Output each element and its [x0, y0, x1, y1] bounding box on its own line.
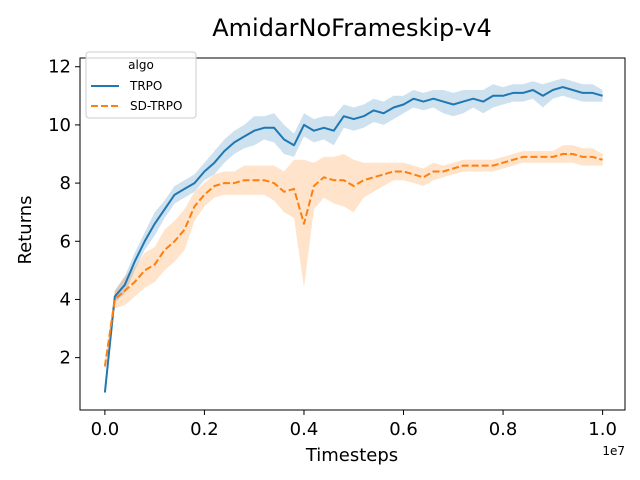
- y-tick-label: 8: [60, 173, 71, 194]
- legend-title: algo: [128, 58, 154, 72]
- plot-frame: [79, 57, 626, 411]
- x-tick-label: 0.6: [389, 419, 418, 440]
- x-tick-label: 0.4: [290, 419, 319, 440]
- series-line-trpo: [103, 86, 603, 393]
- y-axis-ticks: 2 4 6 8 10 12: [48, 57, 80, 369]
- y-tick-label: 12: [48, 57, 71, 78]
- x-tick-label: 1.0: [588, 419, 617, 440]
- y-tick-label: 6: [60, 231, 71, 252]
- band-trpo: [104, 78, 603, 396]
- chart-title: AmidarNoFrameskip-v4: [212, 14, 491, 42]
- x-axis-ticks: 0.0 0.2 0.4 0.6 0.8 1.0: [91, 410, 617, 440]
- x-tick-label: 0.2: [190, 419, 219, 440]
- x-axis-offset-label: 1e7: [602, 444, 625, 458]
- legend-label-trpo: TRPO: [129, 79, 162, 93]
- y-axis-label: Returns: [15, 195, 36, 264]
- y-tick-label: 2: [60, 348, 71, 369]
- x-tick-label: 0.8: [489, 419, 518, 440]
- legend-box: [85, 51, 197, 119]
- x-tick-label: 0.0: [91, 419, 120, 440]
- series-lines: [103, 86, 603, 393]
- band-sd-trpo: [104, 145, 603, 373]
- legend-label-sd-trpo: SD-TRPO: [130, 99, 182, 113]
- confidence-bands: [104, 78, 603, 396]
- y-tick-label: 4: [60, 289, 71, 310]
- y-tick-label: 10: [48, 115, 71, 136]
- x-axis-label: Timesteps: [305, 445, 398, 466]
- series-line-sd-trpo: [103, 153, 603, 367]
- legend: algo TRPO SD-TRPO: [85, 51, 197, 119]
